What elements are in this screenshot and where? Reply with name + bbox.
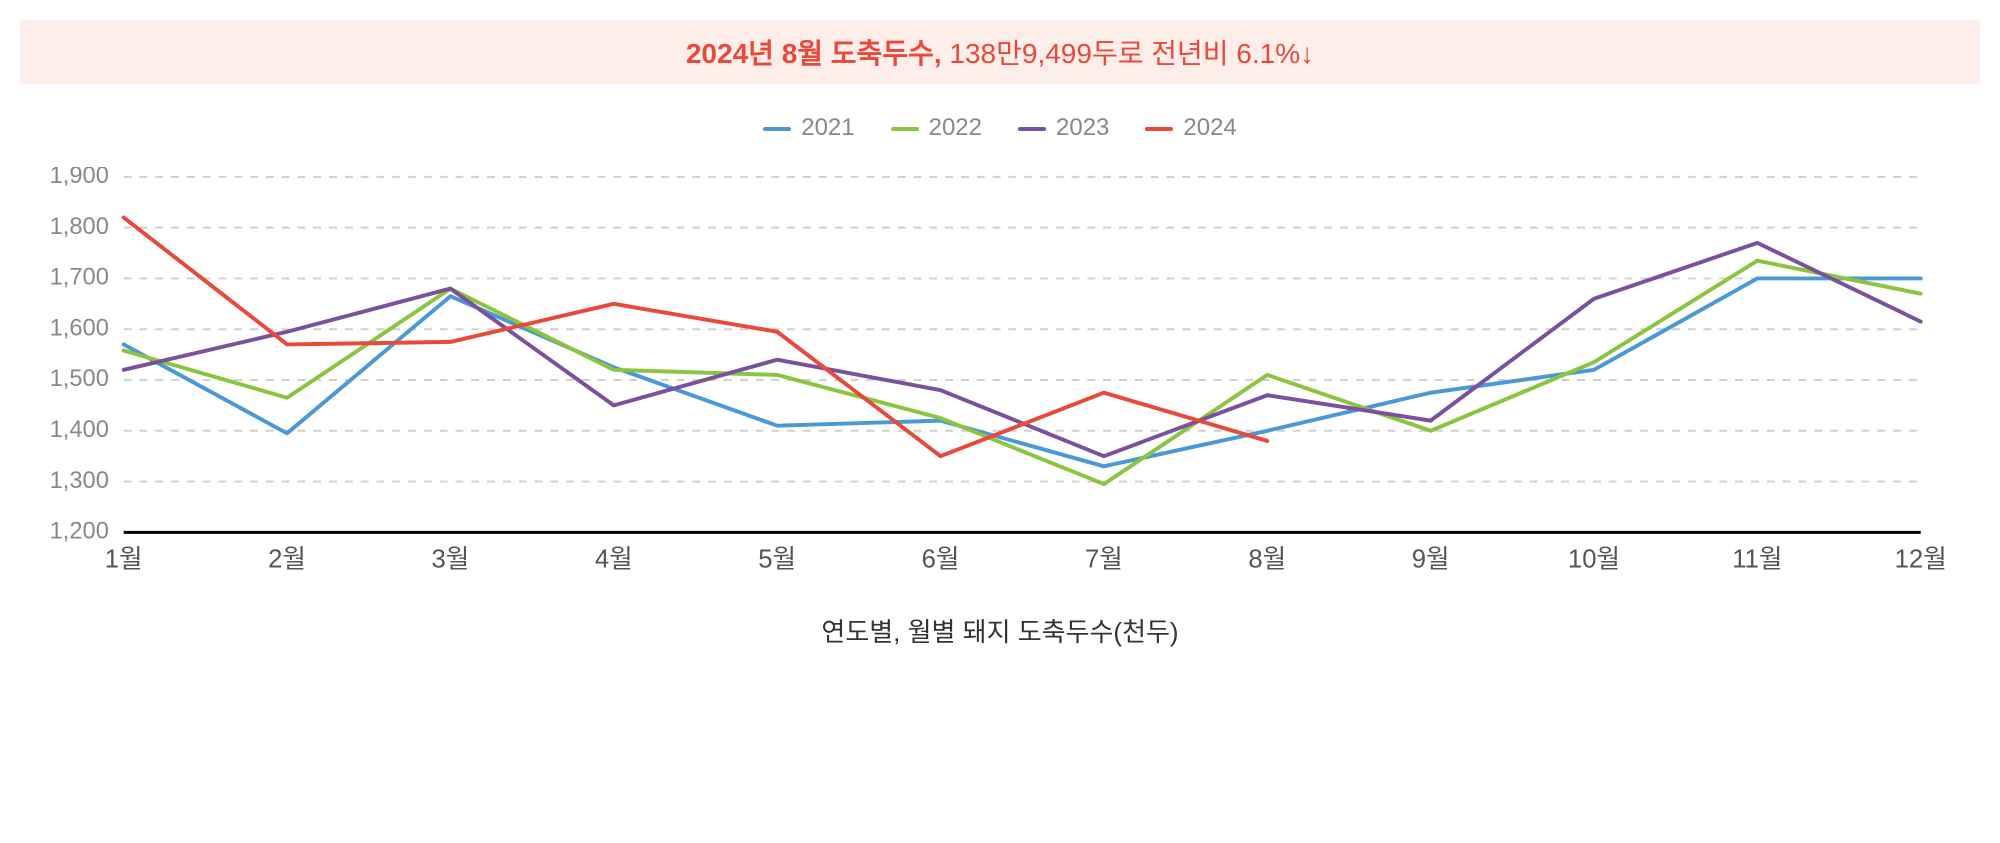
legend-item: 2024 bbox=[1145, 114, 1236, 142]
ytick-label: 1,900 bbox=[50, 167, 109, 189]
legend-item: 2023 bbox=[1018, 114, 1109, 142]
legend-label: 2022 bbox=[929, 114, 982, 141]
xtick-label: 2월 bbox=[268, 546, 306, 574]
xtick-label: 8월 bbox=[1248, 546, 1286, 574]
xtick-label: 7월 bbox=[1085, 546, 1123, 574]
chart-plot: 1,200 1,300 1,400 1,500 1,600 1,700 1,800 1,900… bbox=[20, 167, 1980, 582]
ytick-label: 1,600 bbox=[50, 315, 109, 341]
xtick-label: 10월 bbox=[1568, 546, 1620, 574]
legend-label: 2024 bbox=[1183, 114, 1236, 141]
ytick-label: 1,200 bbox=[50, 519, 109, 545]
legend-swatch bbox=[1145, 127, 1173, 131]
chart-svg: 1,200 1,300 1,400 1,500 1,600 1,700 1,800 1,900… bbox=[20, 167, 1980, 582]
ytick-label: 1,700 bbox=[50, 265, 109, 291]
legend-swatch bbox=[763, 127, 791, 131]
xtick-label: 1월 bbox=[105, 546, 143, 574]
chart-legend: 2021 2022 2023 2024 bbox=[20, 104, 1980, 167]
ytick-label: 1,400 bbox=[50, 417, 109, 443]
xtick-label: 11월 bbox=[1732, 546, 1782, 574]
xtick-label: 4월 bbox=[595, 546, 633, 574]
series-line bbox=[124, 217, 1268, 456]
xtick-label: 3월 bbox=[431, 546, 469, 574]
series-line bbox=[124, 261, 1921, 484]
legend-swatch bbox=[891, 127, 919, 131]
xtick-label: 9월 bbox=[1412, 546, 1450, 574]
ytick-label: 1,500 bbox=[50, 366, 109, 392]
legend-label: 2023 bbox=[1056, 114, 1109, 141]
chart-title-bold: 2024년 8월 도축두수, bbox=[686, 38, 942, 69]
ytick-label: 1,300 bbox=[50, 468, 109, 494]
legend-swatch bbox=[1018, 127, 1046, 131]
chart-caption: 연도별, 월별 돼지 도축두수(천두) bbox=[20, 612, 1980, 649]
chart-container: 2024년 8월 도축두수, 138만9,499두로 전년비 6.1%↓ 202… bbox=[20, 20, 1980, 649]
legend-item: 2022 bbox=[891, 114, 982, 142]
ytick-label: 1,800 bbox=[50, 214, 109, 240]
chart-title-rest: 138만9,499두로 전년비 6.1%↓ bbox=[942, 38, 1315, 69]
chart-title-banner: 2024년 8월 도축두수, 138만9,499두로 전년비 6.1%↓ bbox=[20, 20, 1980, 84]
xtick-label: 12월 bbox=[1895, 546, 1947, 574]
xtick-label: 6월 bbox=[922, 546, 960, 574]
legend-item: 2021 bbox=[763, 114, 854, 142]
series-line bbox=[124, 278, 1921, 466]
legend-label: 2021 bbox=[801, 114, 854, 141]
xtick-label: 5월 bbox=[758, 546, 796, 574]
